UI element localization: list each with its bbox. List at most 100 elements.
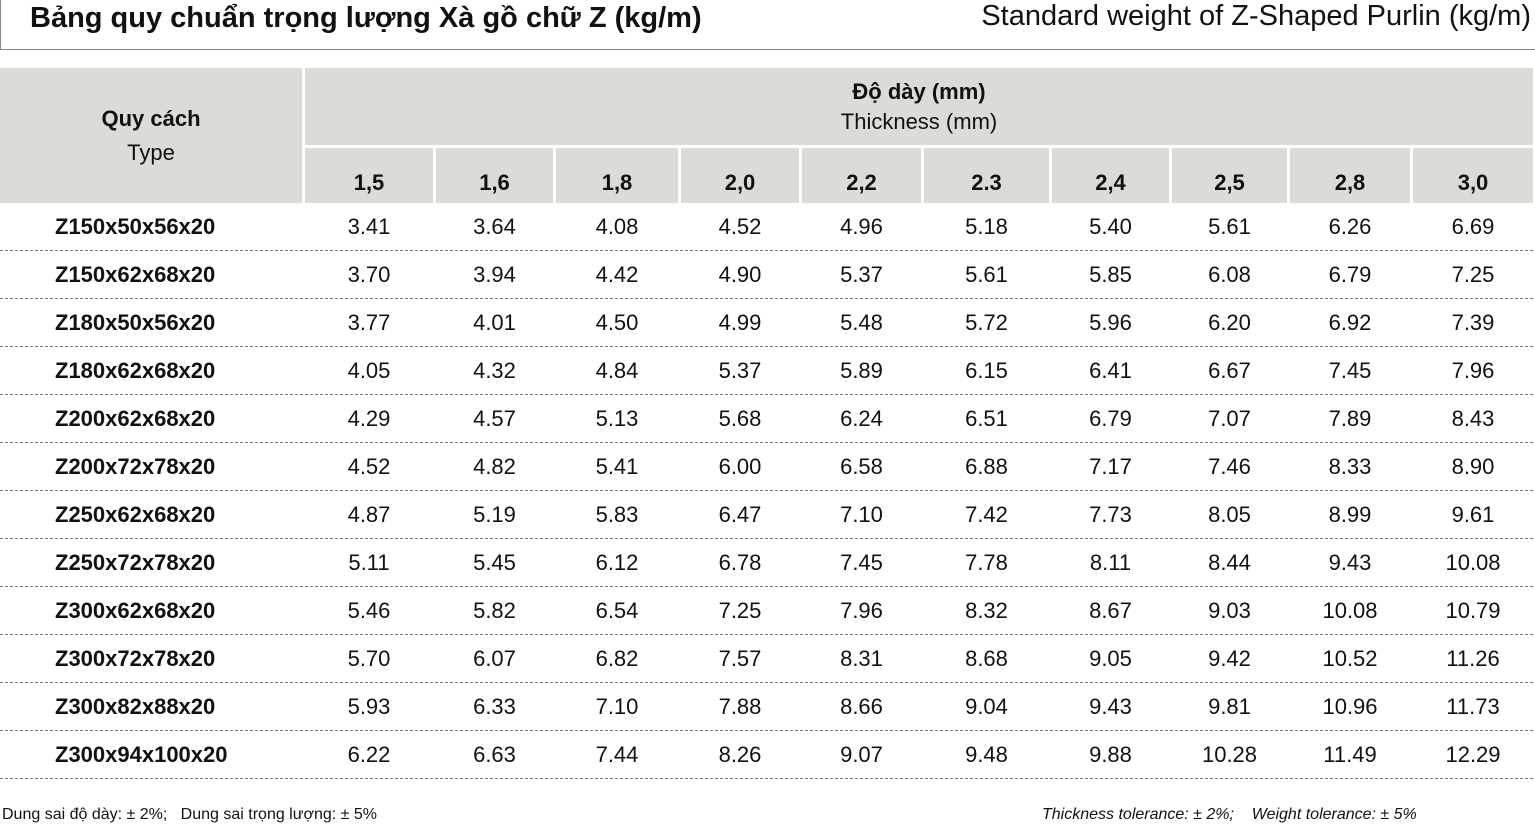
value-cell: 4.90 [718, 262, 762, 287]
value-cell: 6.82 [595, 646, 639, 671]
value-cell: 4.42 [595, 262, 639, 287]
value-cell: 11.26 [1446, 646, 1500, 671]
value-cell: 8.68 [965, 646, 1008, 671]
type-cell: Z200x62x68x20 [55, 406, 216, 431]
value-cell: 4.08 [595, 214, 639, 239]
value-cell: 5.68 [718, 406, 762, 431]
column-header: 3,0 [1413, 148, 1533, 203]
row-separator [0, 298, 1533, 299]
value-cell: 7.57 [718, 646, 762, 671]
tolerance: Thickness tolerance: ± 2%; [1042, 806, 1234, 823]
value-cell: 10.52 [1322, 646, 1378, 671]
column-header: 2,2 [802, 148, 921, 203]
value-cell: 4.52 [347, 454, 391, 479]
value-cell: 7.25 [718, 598, 762, 623]
value-cell: 8.43 [1451, 406, 1495, 431]
column-header: 2,0 [681, 148, 799, 203]
value-cell: 5.70 [347, 646, 391, 671]
value-cell: 5.93 [347, 694, 391, 719]
value-cell: 7.96 [1451, 358, 1495, 383]
value-cell: 7.10 [595, 694, 639, 719]
tolerance: Dung sai trọng lượng: ± 5% [180, 806, 377, 823]
value-cell: 8.99 [1328, 502, 1372, 527]
value-cell: 6.15 [965, 358, 1008, 383]
value-cell: 9.43 [1328, 550, 1372, 575]
value-cell: 4.05 [347, 358, 391, 383]
value-cell: 4.29 [347, 406, 391, 431]
value-cell: 6.33 [473, 694, 516, 719]
row-separator [0, 730, 1533, 731]
value-cell: 7.46 [1208, 454, 1251, 479]
value-cell: 9.48 [965, 742, 1008, 767]
value-cell: 7.45 [1328, 358, 1372, 383]
value-cell: 5.61 [1208, 214, 1251, 239]
value-cell: 7.88 [718, 694, 762, 719]
value-cell: 6.69 [1451, 214, 1495, 239]
value-cell: 10.08 [1445, 550, 1501, 575]
type-cell: Z250x62x68x20 [55, 502, 216, 527]
column-header: 2,4 [1052, 148, 1169, 203]
value-cell: 6.08 [1208, 262, 1251, 287]
value-cell: 3.94 [473, 262, 516, 287]
value-cell: 8.32 [965, 598, 1008, 623]
value-cell: 9.42 [1208, 646, 1251, 671]
value-cell: 5.13 [595, 406, 639, 431]
value-cell: 6.88 [965, 454, 1008, 479]
column-header: 2,8 [1290, 148, 1410, 203]
value-cell: 4.99 [718, 310, 762, 335]
column-header: 2.3 [924, 148, 1049, 203]
value-cell: 7.39 [1451, 310, 1495, 335]
value-cell: 10.79 [1445, 598, 1501, 623]
type-cell: Z180x50x56x20 [55, 310, 216, 335]
value-cell: 11.73 [1446, 694, 1500, 719]
tolerance: Weight tolerance: ± 5% [1251, 806, 1417, 823]
type-cell: Z300x82x88x20 [55, 694, 216, 719]
thickness-header: Độ dày (mm) Thickness (mm) [305, 68, 1533, 145]
type-cell: Z150x62x68x20 [55, 262, 216, 287]
value-cell: 4.96 [840, 214, 883, 239]
type-cell: Z200x72x78x20 [55, 454, 216, 479]
row-separator [0, 394, 1533, 395]
header-frame [0, 0, 1535, 50]
value-cell: 6.26 [1328, 214, 1372, 239]
value-cell: 5.82 [473, 598, 516, 623]
value-cell: 6.54 [595, 598, 639, 623]
value-cell: 8.44 [1208, 550, 1251, 575]
type-cell: Z150x50x56x20 [55, 214, 216, 239]
value-cell: 6.12 [595, 550, 639, 575]
value-cell: 6.07 [473, 646, 516, 671]
value-cell: 5.45 [473, 550, 516, 575]
value-cell: 10.28 [1201, 742, 1258, 767]
column-header: 1,6 [436, 148, 553, 203]
value-cell: 9.43 [1089, 694, 1132, 719]
value-cell: 9.07 [840, 742, 883, 767]
header-text: Thickness (mm) [840, 108, 998, 134]
value-cell: 6.41 [1089, 358, 1132, 383]
footer-right: Thickness tolerance: ± 2%; Weight tolera… [1042, 806, 1417, 824]
value-cell: 6.20 [1208, 310, 1251, 335]
value-cell: 9.03 [1208, 598, 1251, 623]
value-cell: 5.19 [473, 502, 516, 527]
value-cell: 7.89 [1328, 406, 1372, 431]
value-cell: 5.85 [1089, 262, 1132, 287]
value-cell: 9.05 [1089, 646, 1132, 671]
value-cell: 5.61 [965, 262, 1008, 287]
value-cell: 8.67 [1089, 598, 1132, 623]
value-cell: 3.77 [347, 310, 391, 335]
value-cell: 8.90 [1451, 454, 1495, 479]
title-en: Standard weight of Z-Shaped Purlin (kg/m… [981, 0, 1531, 32]
value-cell: 4.01 [473, 310, 516, 335]
value-cell: 6.79 [1328, 262, 1372, 287]
value-cell: 12.29 [1445, 742, 1501, 767]
value-cell: 6.58 [840, 454, 883, 479]
column-header: 1,5 [305, 148, 433, 203]
value-cell: 4.84 [595, 358, 639, 383]
value-cell: 5.46 [347, 598, 391, 623]
row-separator [0, 586, 1533, 587]
value-cell: 4.57 [473, 406, 516, 431]
value-cell: 4.87 [347, 502, 391, 527]
value-cell: 4.50 [595, 310, 639, 335]
value-cell: 10.96 [1322, 694, 1378, 719]
value-cell: 5.48 [840, 310, 883, 335]
value-cell: 7.96 [840, 598, 883, 623]
